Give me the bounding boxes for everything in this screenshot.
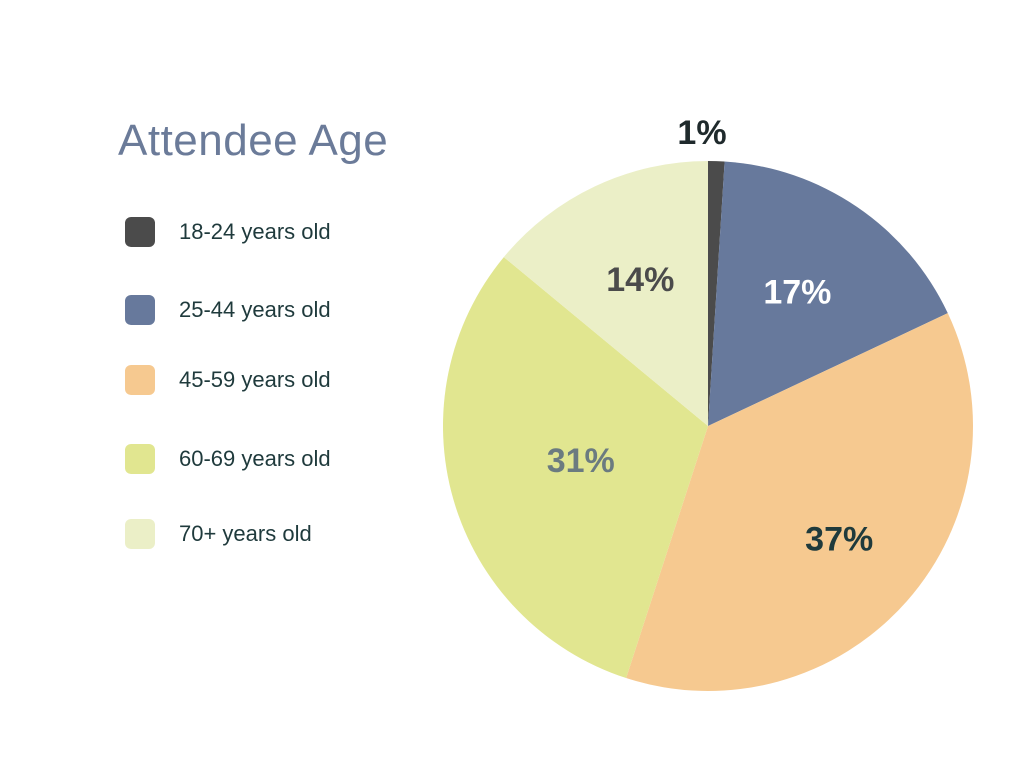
pie-slice-60-69 xyxy=(442,257,708,679)
pie-label-45-59: 37% xyxy=(805,521,873,559)
legend-swatch-70-plus xyxy=(125,519,155,549)
pie-label-70-plus: 14% xyxy=(606,261,674,299)
pie-label-25-44: 17% xyxy=(763,273,831,311)
legend-item-60-69: 60-69 years old xyxy=(125,444,331,474)
legend-item-25-44: 25-44 years old xyxy=(125,295,331,325)
pie-slice-45-59 xyxy=(626,313,973,691)
legend-label-70-plus: 70+ years old xyxy=(179,521,312,546)
pie-label-18-24: 1% xyxy=(677,114,726,152)
legend-item-70-plus: 70+ years old xyxy=(125,519,312,549)
legend-label-45-59: 45-59 years old xyxy=(179,367,331,392)
pie-slice-70-plus xyxy=(503,161,708,426)
chart-title: Attendee Age xyxy=(118,116,389,165)
pie-slice-18-24 xyxy=(708,161,725,426)
legend-label-60-69: 60-69 years old xyxy=(179,446,331,471)
legend-swatch-60-69 xyxy=(125,444,155,474)
legend-item-45-59: 45-59 years old xyxy=(125,365,331,395)
chart-legend: 18-24 years old 25-44 years old 45-59 ye… xyxy=(0,0,400,768)
pie-slice-25-44 xyxy=(708,161,948,426)
legend-swatch-18-24 xyxy=(125,217,155,247)
legend-label-18-24: 18-24 years old xyxy=(179,219,331,244)
legend-swatch-45-59 xyxy=(125,365,155,395)
legend-swatch-25-44 xyxy=(125,295,155,325)
legend-label-25-44: 25-44 years old xyxy=(179,297,331,322)
pie-label-60-69: 31% xyxy=(547,442,615,480)
legend-item-18-24: 18-24 years old xyxy=(125,217,331,247)
